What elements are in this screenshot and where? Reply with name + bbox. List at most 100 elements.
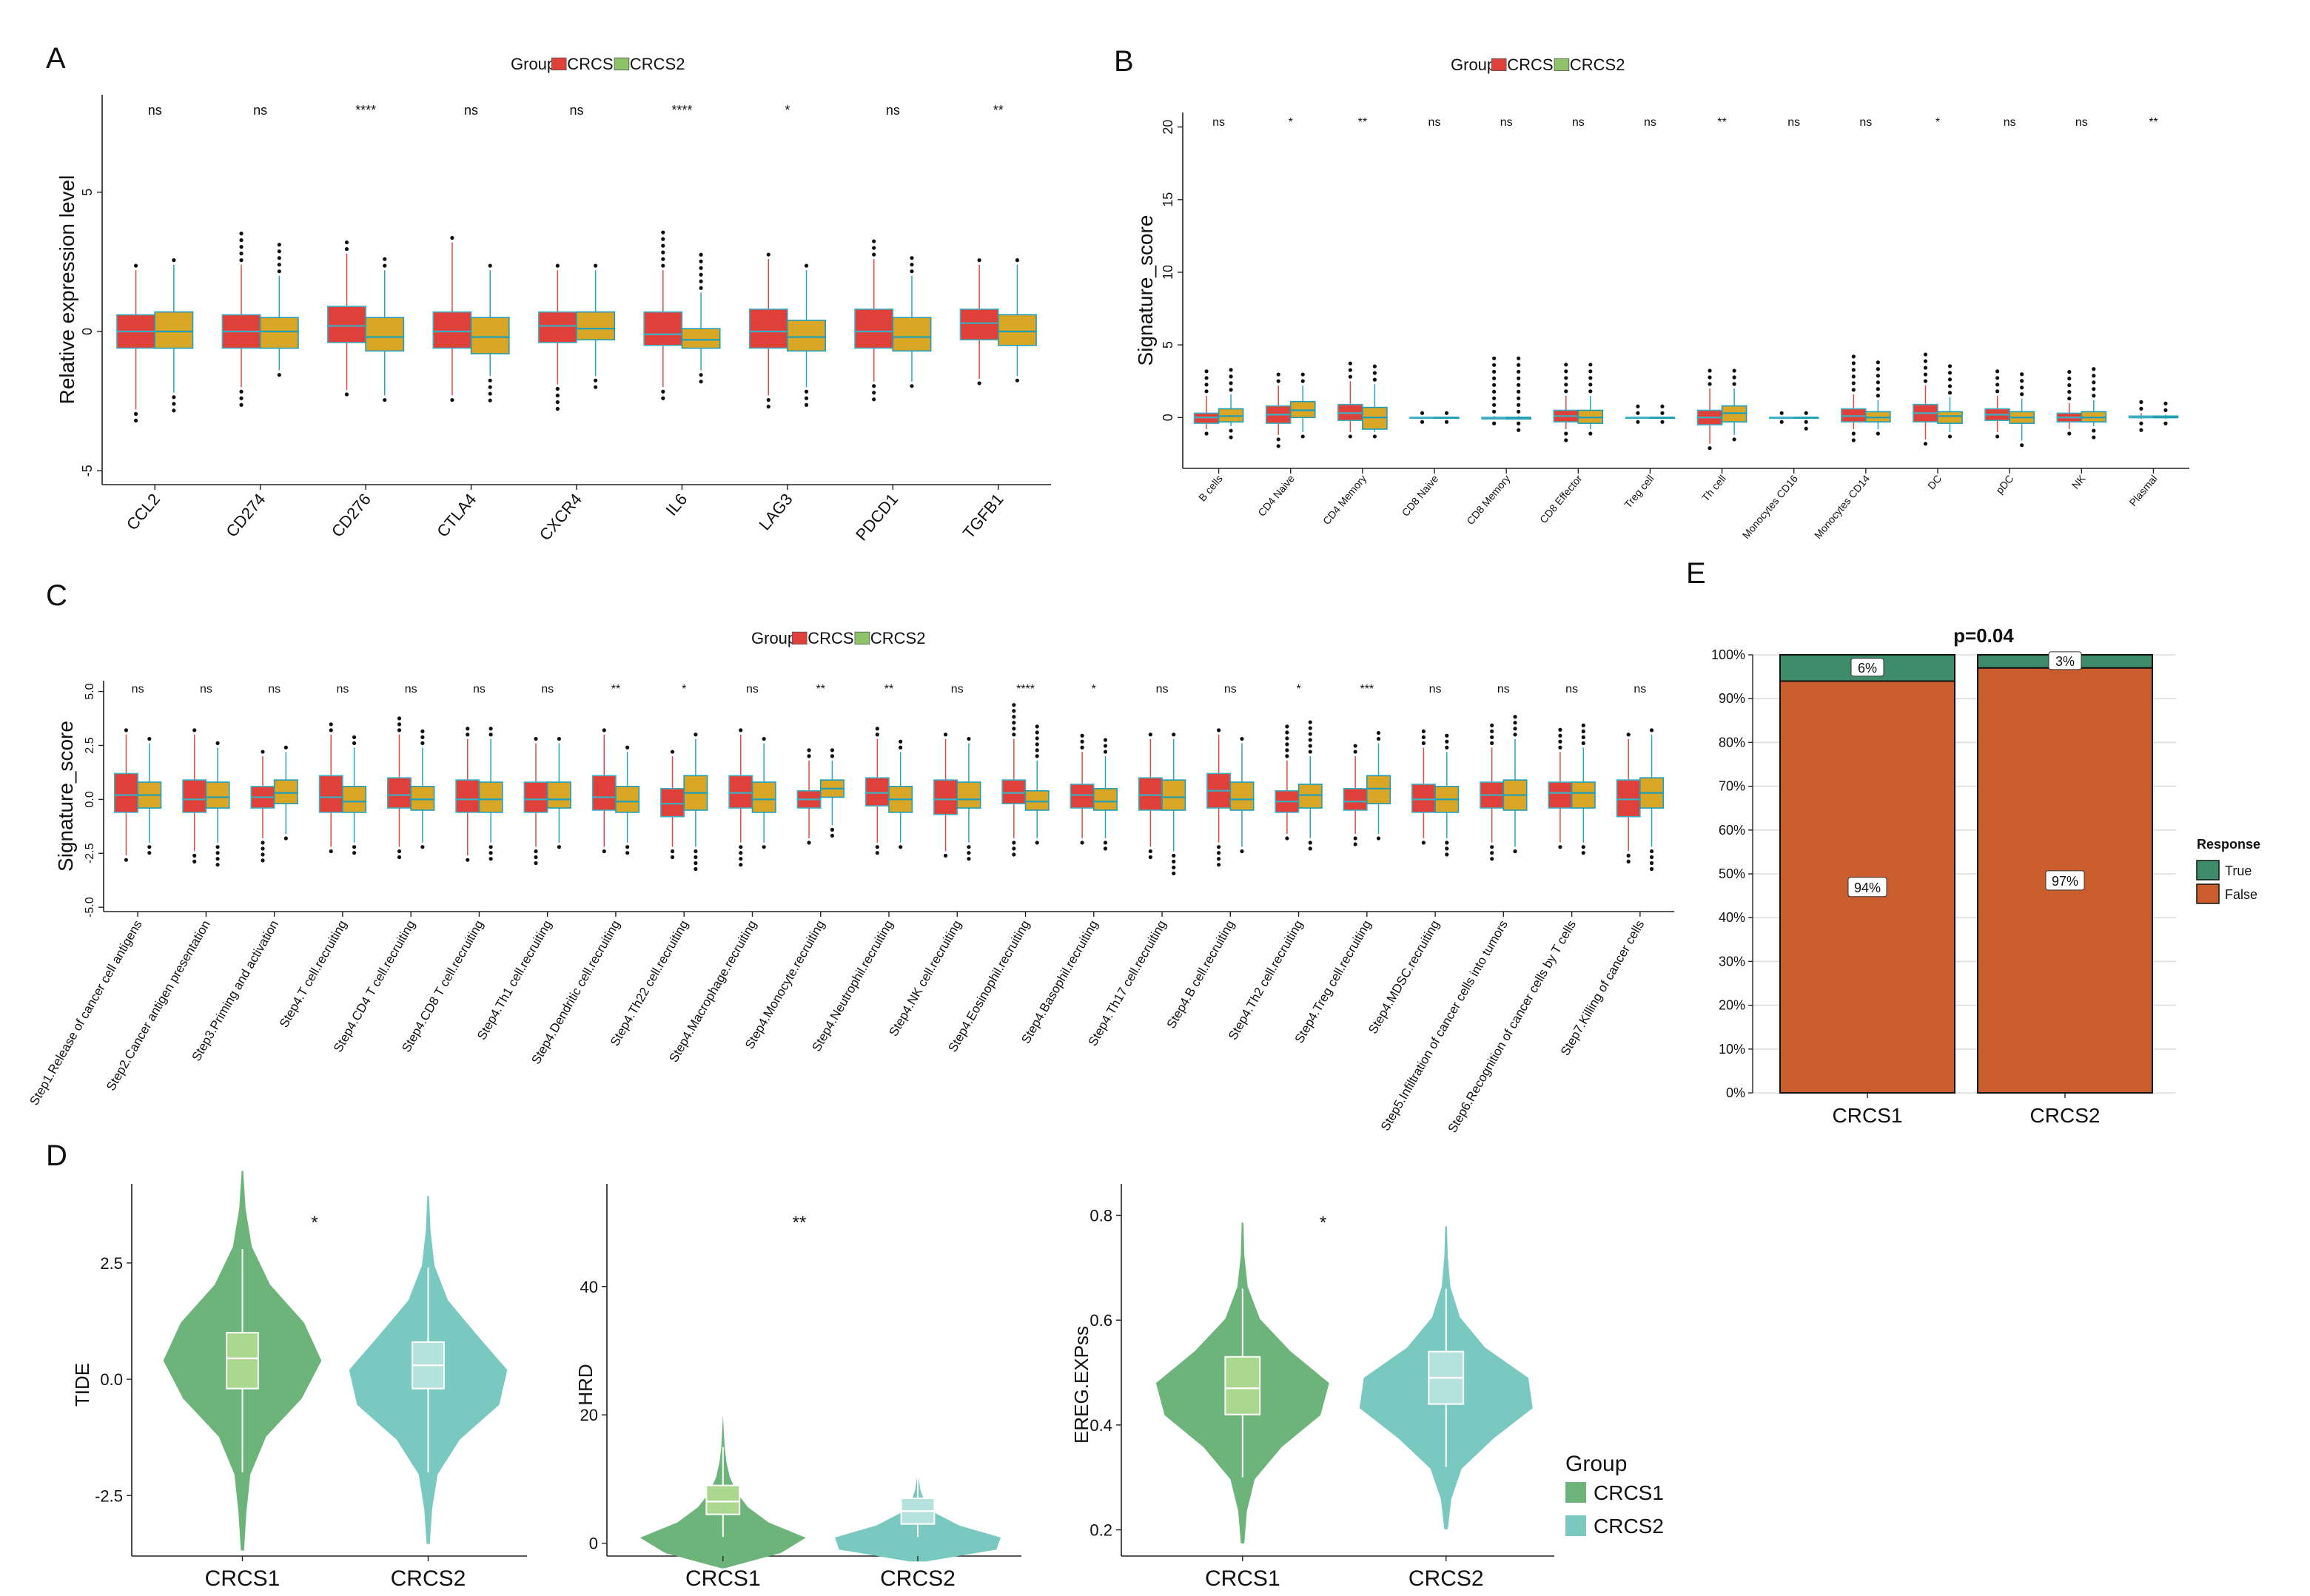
outlier-dot	[1217, 857, 1221, 861]
outlier-dot	[1876, 431, 1880, 436]
x-tick-label: CD276	[328, 490, 375, 541]
x-tick-label: Step4.Basophil.recruiting	[1018, 918, 1101, 1046]
panel-e: p=0.04 0% 10% 20% 30% 40% 50% 60% 70% 80% 90% 100% 6…	[1711, 624, 2260, 1127]
outlier-dot	[1372, 364, 1377, 368]
outlier-dot	[2067, 397, 2072, 401]
outlier-dot	[1229, 435, 1233, 440]
outlier-dot	[1308, 841, 1312, 845]
outlier-dot	[1492, 389, 1497, 394]
significance-label: **	[1717, 116, 1726, 129]
outlier-dot	[397, 722, 402, 727]
outlier-dot	[1732, 382, 1736, 386]
outlier-dot	[807, 841, 811, 845]
x-tick-label: Step4.Th17 cell.recruiting	[1086, 918, 1169, 1048]
outlier-dot	[239, 389, 244, 394]
y-tick-label: 60%	[1719, 823, 1745, 838]
outlier-dot	[1517, 428, 1521, 432]
outlier-dot	[1636, 404, 1640, 408]
box-group-step1-release-of-cancer-cell-antigens	[113, 728, 162, 862]
outlier-dot	[397, 855, 402, 860]
legend-title: Group	[751, 629, 796, 647]
box-crcs2	[478, 781, 503, 813]
legend-title: Group	[511, 55, 556, 73]
box-group-il6	[643, 230, 721, 400]
violin-plot-tide: -2.5 0.0 2.5 TIDE * CRCS1 CRCS2	[71, 1171, 527, 1591]
data-label-box	[2048, 651, 2082, 670]
significance-label: ***	[1360, 683, 1374, 696]
outlier-dot	[804, 389, 809, 394]
y-tick-label: 20	[1161, 120, 1175, 135]
outlier-dot	[488, 391, 492, 396]
outlier-dot	[1876, 394, 1880, 398]
box-group-step4-macrophage-recruiting	[728, 728, 776, 867]
box-group-step4-t-cell-recruiting	[318, 722, 367, 855]
outlier-dot	[1308, 732, 1312, 736]
box-group-step4-eosinophil-recruiting	[1001, 703, 1050, 857]
legend-label-crcs2: CRCS2	[630, 55, 685, 73]
outlier-dot	[277, 256, 281, 260]
outlier-dot	[172, 408, 176, 413]
x-tick-label: CCL2	[123, 490, 164, 533]
legend-swatch-crcs1	[551, 57, 567, 71]
outlier-dot	[594, 385, 598, 389]
outlier-dot	[277, 269, 281, 274]
y-tick-label: -2.5	[84, 843, 96, 863]
outlier-dot	[239, 396, 244, 400]
box-group-plasmal	[2128, 400, 2179, 432]
box-group-step4-nk-cell-recruiting	[933, 733, 981, 861]
panel-letter-b: B	[1114, 45, 1134, 78]
significance-label: *	[1296, 683, 1300, 696]
outlier-dot	[1148, 849, 1152, 854]
outlier-dot	[875, 727, 879, 731]
outlier-dot	[943, 733, 948, 737]
outlier-dot	[1103, 841, 1108, 845]
outlier-dot	[133, 418, 138, 422]
box-crcs1	[1616, 779, 1641, 818]
outlier-dot	[352, 851, 357, 855]
outlier-dot	[1444, 411, 1449, 415]
outlier-dot	[1804, 426, 1808, 431]
outlier-dot	[766, 404, 770, 409]
significance-label: ns	[473, 683, 486, 696]
y-tick-label: 0.6	[1089, 1311, 1112, 1330]
outlier-dot	[1492, 363, 1497, 367]
box-crcs1	[705, 1484, 741, 1515]
outlier-dot	[1276, 444, 1280, 448]
outlier-dot	[1947, 384, 1953, 388]
outlier-dot	[739, 845, 743, 849]
outlier-dot	[1851, 438, 1856, 442]
outlier-dot	[967, 845, 971, 849]
outlier-dot	[2163, 421, 2168, 425]
box-crcs1	[455, 779, 480, 813]
box-group-step4-neutrophil-recruiting	[864, 727, 913, 855]
significance-label: *	[1289, 116, 1293, 129]
significance-label: ns	[1572, 116, 1585, 129]
outlier-dot	[1035, 841, 1039, 845]
box-crcs1	[1001, 779, 1027, 805]
outlier-dot	[261, 846, 265, 851]
significance-label: ns	[951, 683, 964, 696]
outlier-dot	[1372, 434, 1377, 439]
outlier-dot	[1517, 409, 1521, 414]
outlier-dot	[2020, 379, 2024, 383]
x-tick-label: CRCS2	[880, 1566, 956, 1591]
outlier-dot	[1353, 836, 1357, 841]
outlier-dot	[910, 384, 914, 388]
outlier-dot	[739, 728, 743, 733]
outlier-dot	[1348, 434, 1352, 439]
y-tick-label: 40%	[1719, 910, 1745, 925]
box-crcs2	[751, 781, 776, 813]
outlier-dot	[488, 263, 492, 268]
y-axis-title: TIDE	[71, 1363, 93, 1407]
legend-swatch-crcs2	[854, 631, 870, 645]
outlier-dot	[1517, 356, 1521, 360]
y-tick-label: 5.0	[84, 683, 96, 699]
x-tick-label: Step4.Treg cell.recruiting	[1292, 918, 1374, 1046]
outlier-dot	[1779, 420, 1784, 424]
outlier-dot	[1217, 845, 1221, 849]
outlier-dot	[352, 735, 357, 739]
outlier-dot	[215, 851, 220, 855]
significance-label: ns	[464, 103, 478, 118]
outlier-dot	[1490, 857, 1494, 861]
